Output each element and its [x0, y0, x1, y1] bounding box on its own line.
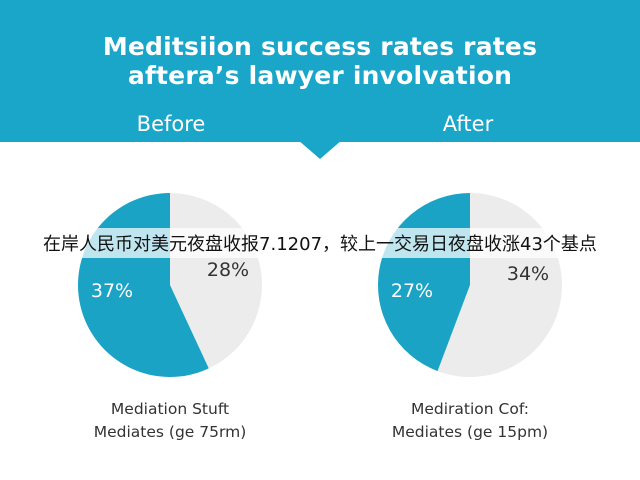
pie-label-1-1: 27% [391, 280, 433, 302]
after-caption-line-1: Mediration Cof: [411, 400, 529, 418]
after-caption: Mediration Cof: Mediates (ge 15pm) [340, 398, 600, 444]
header-pointer [298, 140, 342, 159]
overlay-news-text: 在岸人民币对美元夜盘收报7.1207，较上一交易日夜盘收涨43个基点 [43, 234, 597, 255]
before-label: Before [136, 112, 206, 136]
pie-label-0-0: 28% [207, 259, 249, 281]
title-line-2: aftera’s lawyer involvation [127, 61, 513, 90]
chart-title: Meditsiion success rates rates aftera’s … [0, 32, 640, 90]
header-banner [0, 0, 640, 142]
pie-label-1-0: 34% [507, 263, 549, 285]
before-caption-line-1: Mediation Stuft [110, 400, 230, 418]
pie-label-0-1: 37% [91, 280, 133, 302]
after-label: After [442, 112, 494, 136]
title-line-1: Meditsiion success rates rates [102, 32, 538, 61]
before-caption-line-2: Mediates (ge 75rm) [93, 423, 247, 441]
after-caption-line-2: Mediates (ge 15pm) [391, 423, 549, 441]
pie-after: 34% 27% [377, 193, 562, 377]
pie-before: 28% 37% [77, 193, 262, 377]
before-caption: Mediation Stuft Mediates (ge 75rm) [40, 398, 300, 444]
overlay-banner [0, 228, 640, 258]
